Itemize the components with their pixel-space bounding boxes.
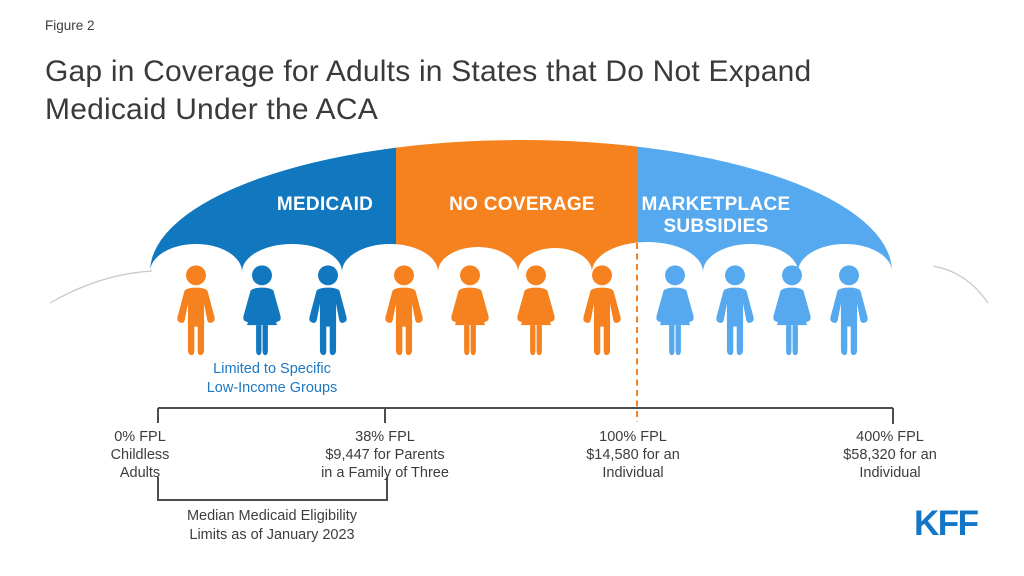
left-edge-arc [49, 270, 153, 304]
axis-label-400-fpl: 400% FPL $58,320 for an Individual [843, 428, 937, 482]
person-icon-marketplace-subsidies-female-10 [773, 265, 811, 356]
axis-label-400-fpl-line-1: 400% FPL [856, 429, 924, 445]
axis-label-38-fpl-line-1: 38% FPL [355, 429, 415, 445]
page-title-line-2: Medicaid Under the ACA [45, 93, 378, 126]
axis-label-0-fpl-line-1: 0% FPL [114, 429, 166, 445]
person-icon-marketplace-subsidies-male-9 [716, 265, 754, 356]
axis-label-100-fpl-line-2: $14,580 for an [586, 447, 680, 463]
axis-label-38-fpl: 38% FPL $9,447 for Parents in a Family o… [321, 428, 449, 482]
axis-label-400-fpl-line-2: $58,320 for an [843, 447, 937, 463]
axis-label-100-fpl-line-3: Individual [602, 465, 664, 481]
person-icon-marketplace-subsidies-male-11 [830, 265, 868, 356]
limited-groups-note-line-2: Low-Income Groups [206, 380, 338, 396]
axis-label-100-fpl-line-1: 100% FPL [599, 429, 667, 445]
axis-label-38-fpl-line-3: in a Family of Three [321, 465, 449, 481]
fpl-axis-line [157, 407, 894, 424]
axis-label-0-fpl-line-2: Childless [110, 447, 170, 463]
dome-segment-no-coverage [396, 140, 637, 272]
segment-label-medicaid: MEDICAID [276, 194, 374, 215]
axis-label-0-fpl-line-3: Adults [119, 465, 161, 481]
median-eligibility-note: Median Medicaid Eligibility Limits as of… [187, 507, 357, 545]
person-icon-marketplace-subsidies-female-8 [656, 265, 694, 356]
median-eligibility-note-line-1: Median Medicaid Eligibility [186, 508, 358, 524]
person-icon-medicaid-male-1 [177, 265, 215, 356]
segment-label-no-coverage: NO COVERAGE [449, 194, 595, 215]
right-edge-arc [932, 265, 989, 304]
people-layer [177, 265, 868, 356]
page-title-line-1: Gap in Coverage for Adults in States tha… [45, 55, 812, 88]
person-icon-medicaid-female-2 [243, 265, 281, 356]
figure-label: Figure 2 [45, 18, 95, 33]
median-eligibility-note-line-2: Limits as of January 2023 [189, 527, 355, 543]
person-icon-no-coverage-male-7 [583, 265, 621, 356]
person-icon-medicaid-male-3 [309, 265, 347, 356]
limited-groups-note-line-1: Limited to Specific [213, 361, 331, 377]
kff-logo: KFF [914, 504, 979, 543]
segment-label-marketplace-line-1: MARKETPLACE [641, 194, 791, 215]
axis-label-38-fpl-line-2: $9,447 for Parents [325, 447, 445, 463]
limited-groups-note: Limited to Specific Low-Income Groups [207, 360, 338, 398]
segment-label-marketplace-line-2: SUBSIDIES [663, 216, 769, 237]
axis-label-0-fpl: 0% FPL Childless Adults [111, 428, 170, 482]
person-icon-no-coverage-male-4 [385, 265, 423, 356]
axis-label-100-fpl: 100% FPL $14,580 for an Individual [586, 428, 680, 482]
axis-label-400-fpl-line-3: Individual [859, 465, 921, 481]
person-icon-no-coverage-female-6 [517, 265, 555, 356]
person-icon-no-coverage-female-5 [451, 265, 489, 356]
median-bracket [157, 477, 388, 501]
